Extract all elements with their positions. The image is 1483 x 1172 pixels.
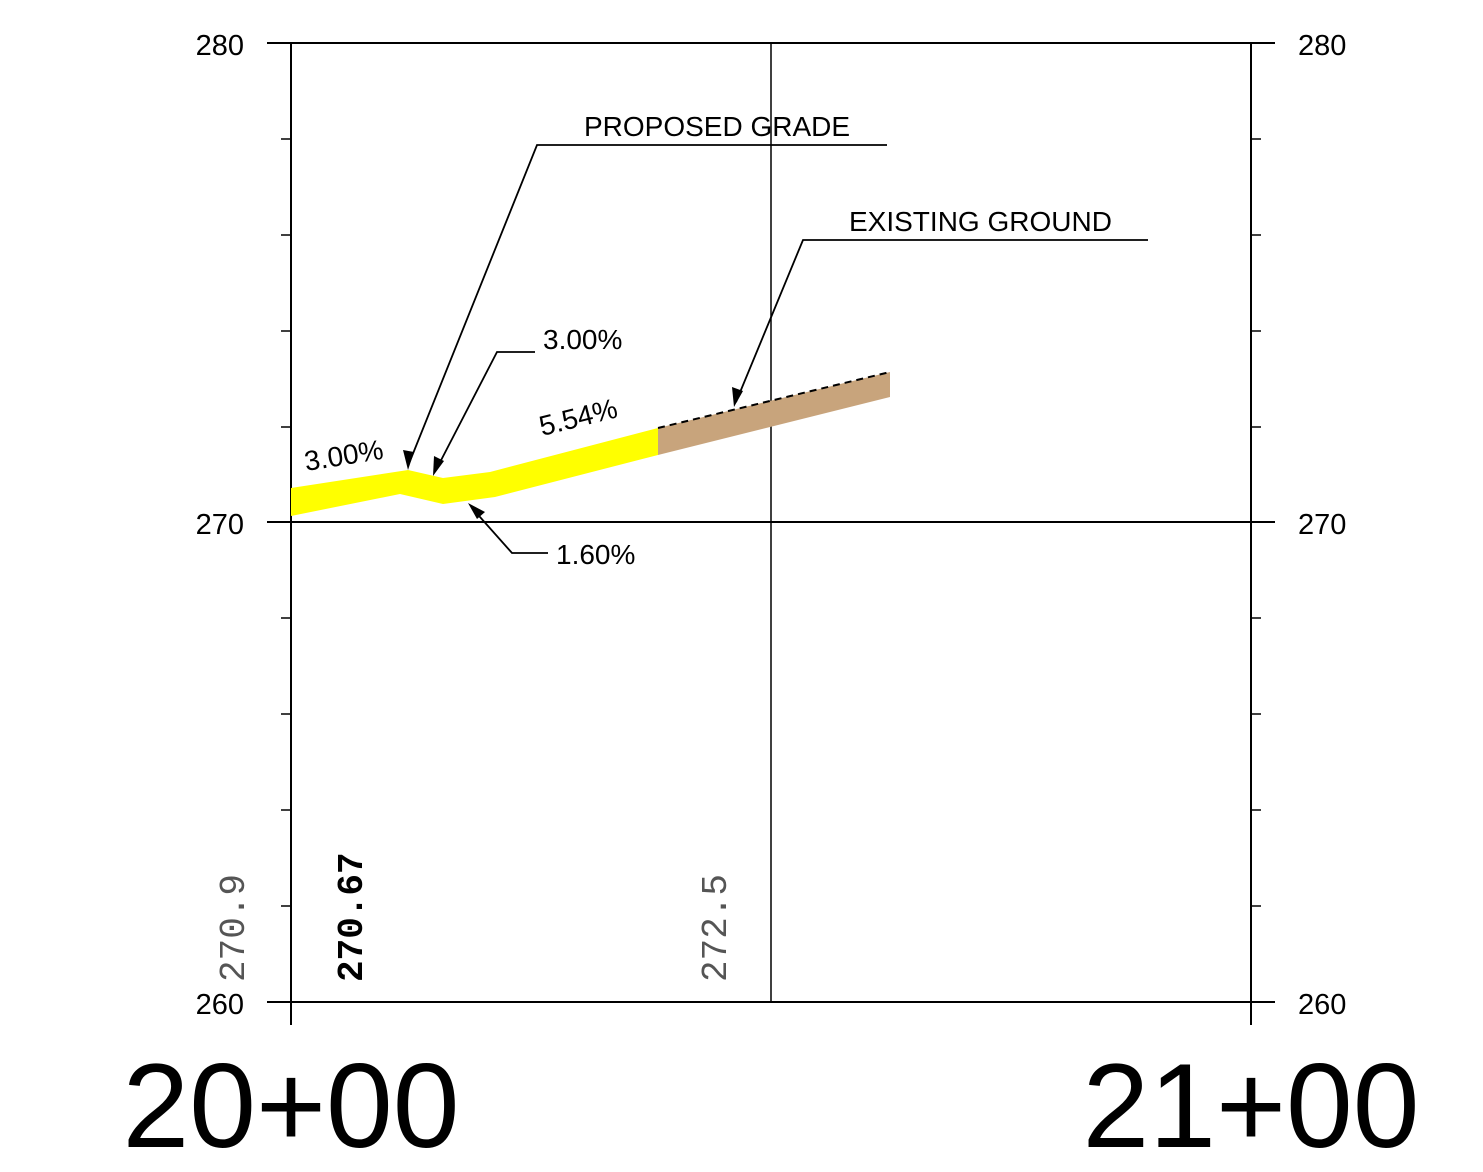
leader-arrowheads xyxy=(403,387,743,519)
arrowhead-slope-upper xyxy=(433,456,444,476)
arrowhead-proposed xyxy=(403,450,414,470)
existing-ground-dashed-line xyxy=(657,371,891,429)
proposed-grade-label: PROPOSED GRADE xyxy=(584,111,850,142)
leaders xyxy=(407,144,1148,554)
arrowhead-existing xyxy=(732,387,743,407)
proposed-elevation-left: 270.67 xyxy=(332,852,373,982)
elev-label-right-260: 260 xyxy=(1298,989,1346,1021)
proposed-grade-leader xyxy=(407,144,887,467)
slope-upper-leader xyxy=(435,351,535,471)
grid-frame xyxy=(267,42,1275,1025)
station-label-left: 20+00 xyxy=(122,1039,459,1172)
slope-label-low: 1.60% xyxy=(556,539,635,570)
existing-elevation-left: 270.9 xyxy=(214,874,255,982)
existing-ground-leader xyxy=(735,239,1148,403)
elev-label-right-270: 270 xyxy=(1298,509,1346,541)
existing-elevation-mid: 272.5 xyxy=(696,874,737,982)
elev-label-left-260: 260 xyxy=(196,989,244,1021)
slope-label-left: 3.00% xyxy=(302,434,385,477)
existing-ground-band xyxy=(658,372,890,455)
slope-label-main: 5.54% xyxy=(536,393,621,442)
proposed-grade-band xyxy=(291,428,658,516)
elev-label-left-270: 270 xyxy=(196,509,244,541)
station-label-right: 21+00 xyxy=(1082,1039,1419,1172)
slope-low-leader xyxy=(471,507,548,554)
elev-label-right-280: 280 xyxy=(1298,30,1346,62)
elev-label-left-280: 280 xyxy=(196,30,244,62)
minor-ticks xyxy=(281,138,1261,907)
existing-ground-label: EXISTING GROUND xyxy=(849,206,1112,237)
slope-label-upper: 3.00% xyxy=(543,324,622,355)
arrowhead-slope-low xyxy=(468,503,485,519)
